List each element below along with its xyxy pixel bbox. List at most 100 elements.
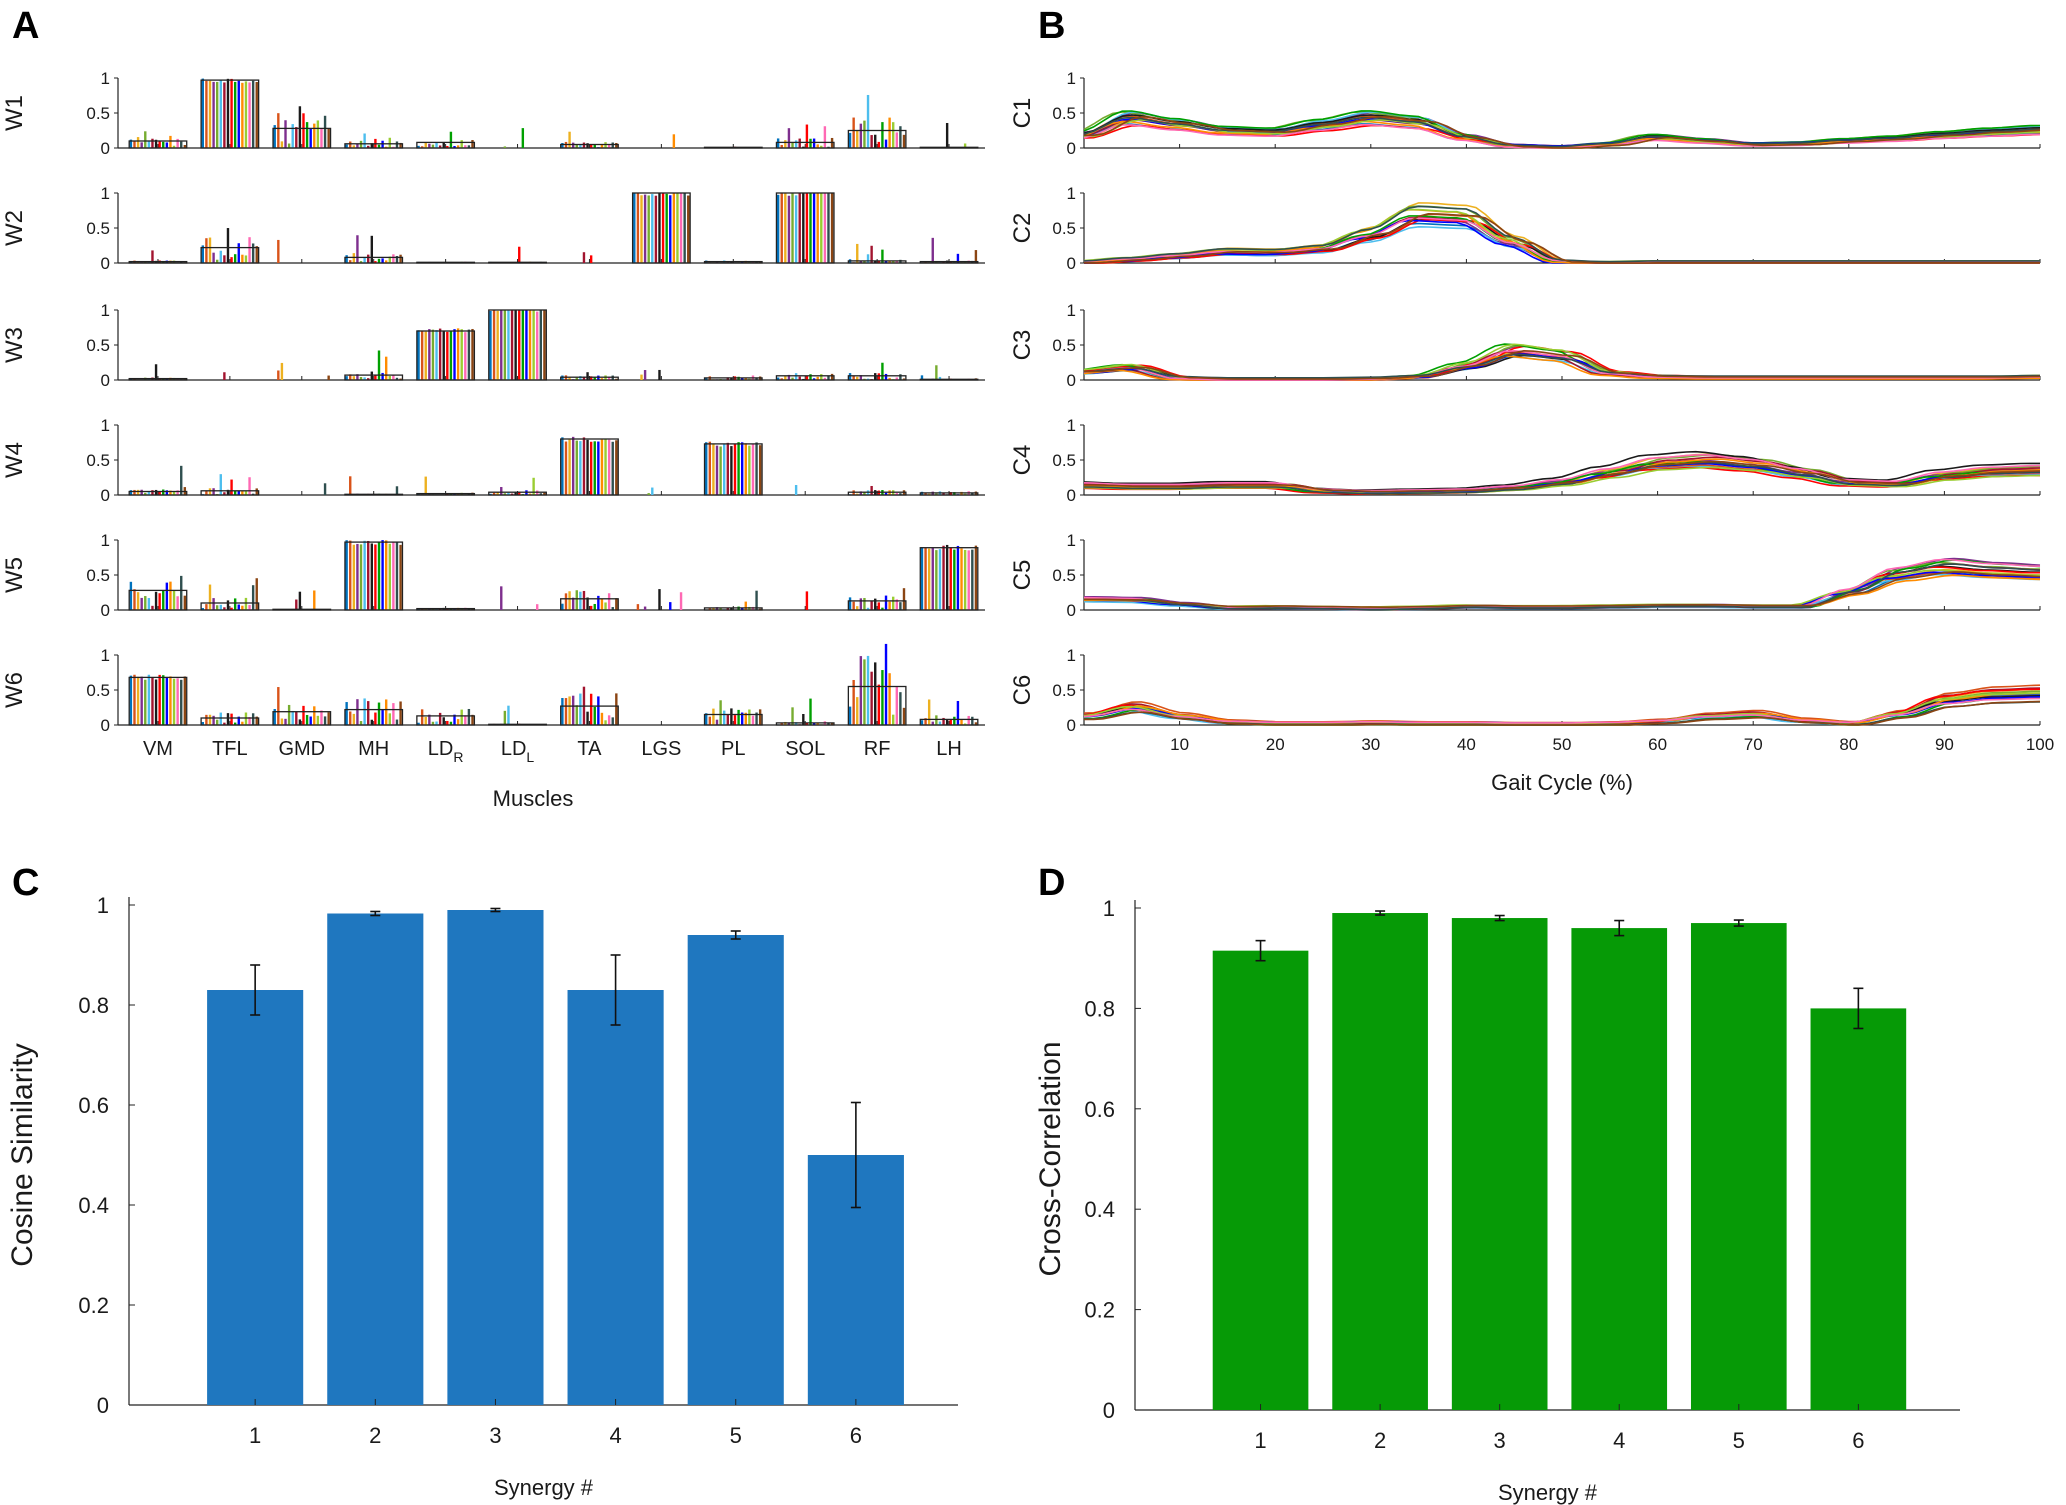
subject-bar [226, 78, 230, 148]
subject-bar [349, 260, 352, 263]
row-label-c1: C1 [1009, 98, 1036, 129]
subject-bar [424, 476, 427, 495]
weight-cell-ta [560, 372, 619, 381]
subject-bar [323, 115, 327, 148]
subject-bar [435, 142, 438, 148]
subject-bar [949, 547, 952, 610]
subject-bar [798, 193, 801, 263]
subject-bar [169, 676, 172, 725]
y-tick-label: 0.2 [1084, 1298, 1115, 1323]
subject-bar [219, 712, 222, 725]
subject-bar [349, 141, 352, 148]
subject-bar [144, 492, 147, 495]
subject-bar [651, 194, 654, 263]
subject-bar [967, 550, 970, 610]
weight-cell-ld_l [503, 128, 525, 148]
y-tick-label: 0.5 [86, 451, 110, 470]
error-bar-synergy-1 [250, 964, 261, 1016]
subject-bar [395, 542, 399, 610]
mean-weight-bar [416, 330, 476, 381]
subject-bar [503, 146, 507, 148]
subject-bar [370, 371, 374, 380]
subject-bar [866, 655, 870, 725]
weight-cell-lgs [672, 134, 676, 148]
x-tick-label: 80 [1839, 735, 1858, 754]
subject-bar [607, 144, 611, 148]
panel-d-cross-correlation-chart: 0 0.2 0.4 0.6 0.8 1 1 2 3 4 5 6 Synergy # Cross-Corre… [1034, 896, 1960, 1505]
subject-bar [453, 146, 456, 148]
mean-weight-bar [488, 261, 547, 264]
subject-bar [169, 135, 172, 148]
y-tick-label: 1 [1067, 531, 1076, 550]
subject-bar [205, 714, 208, 725]
subject-bar [370, 235, 374, 263]
subject-activation-curve [1084, 571, 2041, 608]
subject-bar [848, 132, 852, 148]
subject-bar [856, 243, 859, 263]
x-tick-label-4: 4 [1613, 1428, 1625, 1453]
subject-bar [280, 362, 284, 380]
bar-synergy-2 [1332, 913, 1428, 1410]
subject-bar [431, 329, 435, 380]
subject-bar [420, 330, 424, 380]
subject-bar [381, 540, 384, 610]
subject-activation-curve [1083, 225, 2040, 264]
mean-weight-bar [128, 377, 188, 381]
weight-cell-vm [128, 250, 188, 264]
mean-weight-bar [344, 256, 404, 264]
subject-bar [643, 606, 647, 610]
weight-cell-rf [847, 485, 907, 496]
subject-bar [830, 373, 834, 380]
subject-bar [313, 123, 316, 148]
subject-bar [384, 699, 388, 725]
subject-bar [748, 709, 751, 725]
row-label-w6: W6 [1, 672, 28, 708]
subject-bar [352, 376, 356, 380]
subject-bar [561, 142, 564, 148]
subject-activation-curve [1084, 217, 2040, 264]
subject-bar [295, 127, 298, 148]
subject-bar [669, 602, 672, 610]
subject-bar [162, 590, 165, 610]
subject-bar [809, 138, 812, 148]
subject-bar [820, 145, 823, 148]
weight-cell-ta [582, 252, 593, 263]
subject-bar [956, 253, 960, 263]
subject-bar [877, 602, 881, 610]
subject-bar [136, 592, 140, 610]
subject-bar [888, 261, 891, 263]
weight-cell-mh [344, 698, 404, 726]
subject-bar [370, 143, 374, 148]
mean-weight-bar [775, 141, 835, 149]
subject-bar [165, 142, 169, 148]
subject-bar [251, 243, 255, 263]
subject-bar [589, 693, 593, 725]
subject-bar [575, 440, 578, 495]
weight-cell-rf [847, 243, 907, 264]
subject-bar [884, 261, 888, 263]
subject-bar [165, 582, 169, 610]
subject-bar [787, 722, 791, 725]
weights-row-w6: W6 0 0.5 1 [1, 643, 985, 735]
subject-bar [582, 437, 586, 495]
subject-bar [712, 708, 715, 725]
subject-bar [471, 140, 474, 148]
subject-bar [298, 719, 302, 725]
subject-bar [733, 715, 737, 725]
subject-bar [377, 258, 381, 263]
subject-bar [719, 607, 722, 610]
subject-bar [392, 374, 395, 380]
subject-bar [158, 140, 161, 148]
subject-bar [827, 375, 830, 380]
mean-weight-bar [128, 140, 188, 149]
subject-bar [162, 489, 165, 495]
subject-bar [877, 684, 881, 725]
subject-bar [539, 310, 543, 380]
subject-bar [579, 376, 582, 380]
subject-bar [794, 373, 798, 380]
subject-bar [230, 257, 233, 263]
subject-bar [895, 377, 898, 380]
subject-bar [367, 378, 370, 380]
subject-bar [154, 591, 158, 610]
subject-bar [744, 443, 747, 495]
